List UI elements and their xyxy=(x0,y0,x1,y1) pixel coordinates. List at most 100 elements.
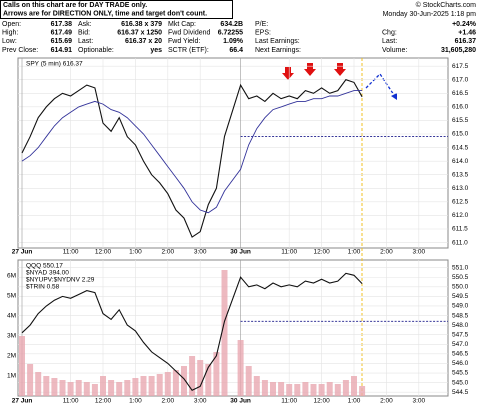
quote-value: 66.4 xyxy=(229,47,243,54)
volume-bar xyxy=(278,382,285,396)
x-tick-label: 11:00 xyxy=(281,398,297,405)
quote-label: Last: xyxy=(382,38,397,45)
quote-label: Open: xyxy=(2,21,21,28)
legend-entry: SPY (5 min) 616.37 xyxy=(26,61,83,68)
y-tick-label: 550.0 xyxy=(452,284,469,291)
volume-bar xyxy=(35,372,42,396)
red-arrow xyxy=(304,63,316,76)
volume-bar xyxy=(67,382,74,396)
quote-value: 617.38 xyxy=(51,21,73,28)
quote-label: Last: xyxy=(78,38,93,45)
quote-value: +0.24% xyxy=(452,21,477,28)
volume-bar xyxy=(334,384,341,396)
x-tick-label: 12:00 xyxy=(95,398,112,405)
quote-value: 616.38 x 379 xyxy=(121,21,162,28)
volume-bar xyxy=(148,376,155,396)
volume-bar xyxy=(27,364,34,396)
volume-bar xyxy=(253,376,260,396)
quote-value: +1.46 xyxy=(458,30,476,37)
notice-text: Calls on this chart are for DAY TRADE on… xyxy=(3,2,147,9)
volume-bar xyxy=(59,380,66,396)
y-tick-label: 550.5 xyxy=(452,274,469,281)
y-tick-label: 549.0 xyxy=(452,303,469,310)
y-tick-label: 617.0 xyxy=(452,76,469,83)
x-tick-label: 11:00 xyxy=(63,398,79,405)
x-tick-label: 1:00 xyxy=(348,398,361,405)
y-tick-label: 612.0 xyxy=(452,212,469,219)
direction-arrows xyxy=(282,63,346,80)
volume-bar xyxy=(116,382,123,396)
legend-entry: $NYAD 394.00 xyxy=(26,270,69,277)
lower-frame xyxy=(17,259,449,397)
volume-bar xyxy=(172,370,179,396)
volume-bar xyxy=(43,376,50,396)
quote-value: 616.37 x 20 xyxy=(125,38,162,45)
volume-tick-label: 2M xyxy=(7,353,16,360)
y-tick-label: 548.5 xyxy=(452,312,469,319)
x-tick-label: 30 Jun xyxy=(230,249,251,256)
volume-bar xyxy=(351,376,357,396)
volume-tick-label: 6M xyxy=(7,273,16,280)
x-tick-label: 1:00 xyxy=(129,398,142,405)
quote-value: yes xyxy=(150,47,162,54)
x-tick-label: 1:00 xyxy=(348,249,361,256)
volume-bar xyxy=(294,384,301,396)
quote-value: 614.91 xyxy=(51,47,73,54)
volume-bar xyxy=(75,380,82,396)
volume-bar xyxy=(310,384,317,396)
volume-bar xyxy=(318,384,325,396)
x-tick-label: 3:00 xyxy=(194,398,207,405)
y-tick-label: 612.5 xyxy=(452,199,469,206)
price-line xyxy=(21,90,363,214)
quote-label: Optionable: xyxy=(78,47,114,54)
volume-bar xyxy=(140,376,147,396)
x-tick-label: 2:00 xyxy=(380,249,393,256)
quote-label: Bid: xyxy=(78,30,90,37)
volume-bar xyxy=(270,382,276,396)
y-tick-label: 616.0 xyxy=(452,104,469,111)
volume-bar xyxy=(302,382,309,396)
volume-bar xyxy=(326,382,333,396)
quote-label: Last Earnings: xyxy=(255,38,300,45)
y-tick-label: 546.5 xyxy=(452,351,469,358)
quote-value: 615.69 xyxy=(51,38,73,45)
quote-value: 634.2B xyxy=(220,21,243,28)
y-tick-label: 551.0 xyxy=(452,264,469,271)
price-line xyxy=(21,79,363,238)
x-tick-label: 11:00 xyxy=(281,249,297,256)
price-line xyxy=(21,272,363,391)
notice-box xyxy=(0,0,233,19)
quote-value: 616.37 x 1250 xyxy=(117,30,162,37)
volume-bar xyxy=(181,366,187,396)
volume-bar xyxy=(359,386,366,396)
y-tick-label: 616.5 xyxy=(452,90,469,97)
x-tick-label: 1:00 xyxy=(129,249,142,256)
volume-bar xyxy=(108,380,115,396)
y-tick-label: 617.5 xyxy=(452,63,469,70)
quote-value: 616.37 xyxy=(455,38,477,45)
quote-value: 6.72255 xyxy=(218,30,243,37)
y-tick-label: 614.0 xyxy=(452,158,469,165)
volume-bar xyxy=(213,352,220,396)
y-tick-label: 614.5 xyxy=(452,144,469,151)
x-tick-label: 27 Jun xyxy=(12,398,33,405)
volume-bar xyxy=(156,374,163,396)
price-frame xyxy=(17,57,449,249)
volume-bar xyxy=(245,366,252,396)
legend-entry: $TRIN 0.58 xyxy=(26,284,60,291)
volume-bar xyxy=(237,340,244,396)
x-tick-label: 27 Jun xyxy=(12,249,33,256)
y-tick-label: 544.5 xyxy=(452,389,469,396)
volume-bar xyxy=(189,356,196,396)
volume-bar xyxy=(221,270,228,396)
volume-tick-label: 3M xyxy=(7,333,16,340)
volume-bar xyxy=(19,336,25,396)
y-tick-label: 613.5 xyxy=(452,171,469,178)
quote-label: EPS: xyxy=(255,30,271,37)
quote-value: 31,605,280 xyxy=(441,47,476,54)
volume-bar xyxy=(124,380,131,396)
quote-label: Low: xyxy=(2,38,17,45)
volume-tick-label: 5M xyxy=(7,293,16,300)
volume-tick-label: 4M xyxy=(7,313,16,320)
